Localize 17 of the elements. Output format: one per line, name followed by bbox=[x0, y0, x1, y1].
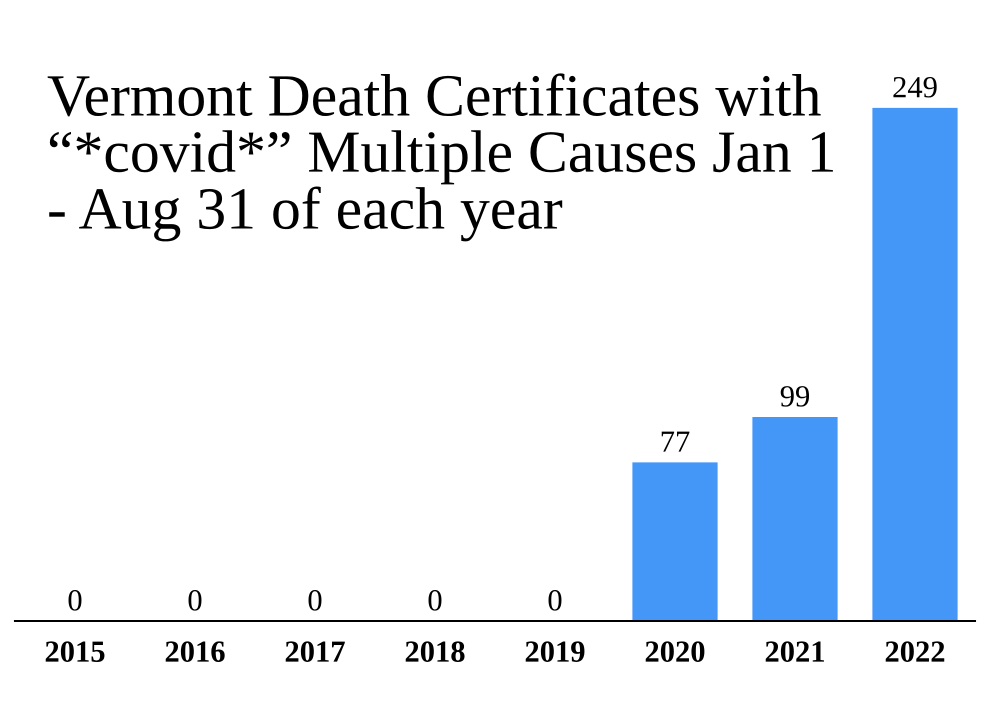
data-label: 0 bbox=[188, 590, 202, 611]
data-label: 0 bbox=[548, 590, 562, 611]
chart-title: Vermont Death Certificates with “*covid*” Multiple Causes Jan 1 - Aug 31 of each year bbox=[48, 73, 833, 242]
x-tick-label: 2019 bbox=[526, 641, 584, 662]
x-tick-label: 2015 bbox=[46, 641, 104, 662]
data-label: 0 bbox=[68, 590, 82, 611]
data-label: 77 bbox=[662, 432, 690, 452]
data-label: 0 bbox=[428, 590, 442, 611]
data-label: 0 bbox=[308, 590, 322, 611]
x-tick-label: 2021 bbox=[766, 641, 824, 662]
x-tick-label: 2016 bbox=[166, 641, 225, 662]
data-label: 249 bbox=[893, 76, 937, 98]
x-tick-label: 2020 bbox=[646, 641, 704, 662]
x-tick-label: 2017 bbox=[286, 641, 345, 662]
data-label: 99 bbox=[780, 386, 810, 407]
x-tick-label: 2018 bbox=[406, 641, 465, 662]
x-tick-label: 2022 bbox=[886, 641, 944, 662]
